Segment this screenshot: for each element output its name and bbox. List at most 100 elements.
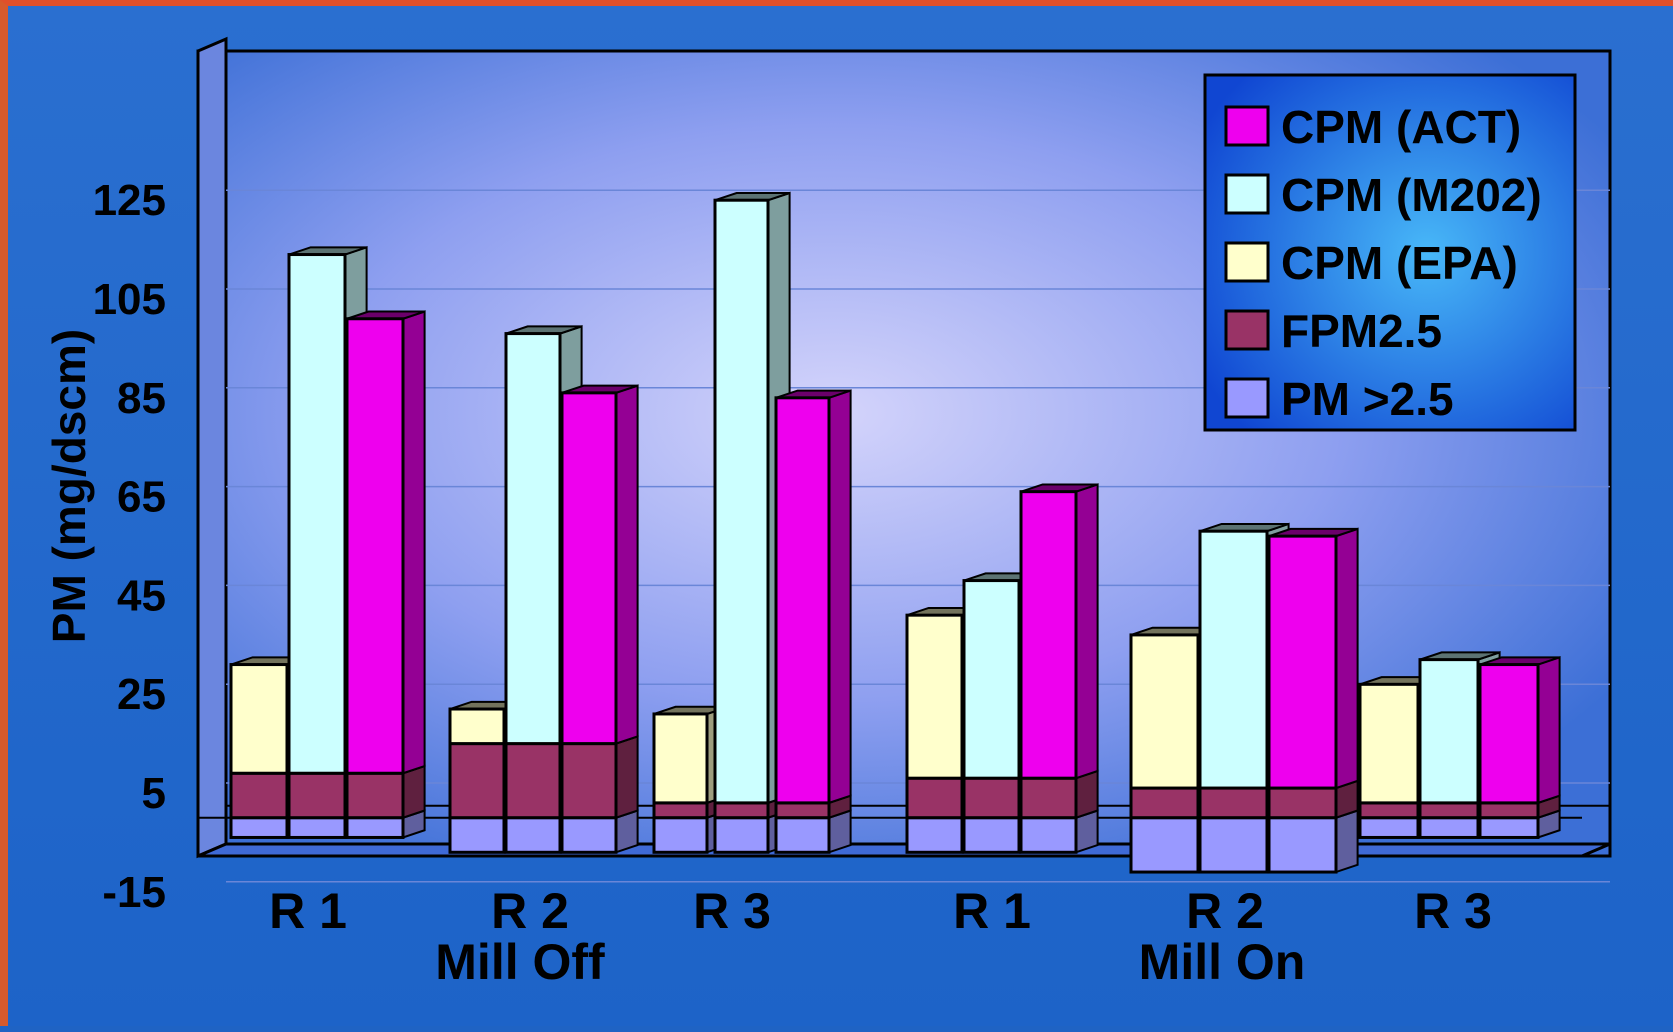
bar-cpm-act <box>1267 527 1359 790</box>
bar-cpm-m202-front <box>1418 658 1480 805</box>
x-run-label: R 1 <box>953 883 1031 939</box>
bar-cpm-act-front <box>345 317 405 775</box>
bar-fpm2-5-side <box>615 735 639 820</box>
x-run-label: R 3 <box>693 883 771 939</box>
bar-pm-gt-2-5-front <box>774 816 831 854</box>
bar-pm-gt-2-5 <box>1267 809 1359 874</box>
bar-fpm2-5-front <box>1478 801 1540 820</box>
bar-pm-gt-2-5-front <box>1478 816 1540 839</box>
y-axis-title: PM (mg/dscm) <box>43 329 95 643</box>
bar-pm-gt-2-5-front <box>905 816 964 854</box>
bar-pm-gt-2-5-front <box>1198 816 1269 874</box>
y-tick-label: -15 <box>102 868 166 917</box>
plot-floor <box>197 842 1611 858</box>
bar-cpm-epa <box>652 705 730 805</box>
bar-fpm2-5 <box>560 735 639 820</box>
bar-fpm2-5-front <box>287 771 347 820</box>
bar-cpm-act-front <box>774 396 831 805</box>
bar-cpm-act-side <box>615 384 639 745</box>
x-axis-labels: R 1 R 2 R 3 R 1 R 2 R 3 Mill Off Mill On <box>269 883 1492 990</box>
bar-fpm2-5-front <box>1019 776 1078 820</box>
bar-pm-gt-2-5-front <box>1267 816 1338 874</box>
bar-cpm-m202-front <box>713 198 770 805</box>
bar-pm-gt-2-5-front <box>652 816 709 854</box>
bar-pm-gt-2-5-side <box>1335 809 1359 874</box>
bar-cpm-act-side <box>1537 655 1561 805</box>
bar-pm-gt-2-5-front <box>229 816 289 839</box>
bar-fpm2-5-front <box>962 776 1021 820</box>
bar-cpm-epa-front <box>652 712 709 805</box>
bar-fpm2-5-front <box>713 801 770 820</box>
x-run-label: R 3 <box>1414 883 1492 939</box>
x-group-label: Mill Off <box>435 934 605 990</box>
legend-label: PM >2.5 <box>1281 373 1454 425</box>
bar-cpm-epa-front <box>905 613 964 780</box>
bar-fpm2-5-front <box>345 771 405 820</box>
legend-swatch <box>1224 241 1270 283</box>
y-tick-label: 65 <box>117 473 166 522</box>
legend-swatch <box>1224 377 1270 419</box>
bar-cpm-act-side <box>1335 527 1359 790</box>
bar-cpm-act <box>774 389 852 805</box>
run-cluster <box>229 245 426 839</box>
legend-swatch <box>1224 309 1270 351</box>
bar-fpm2-5-front <box>774 801 831 820</box>
y-tick-label: 85 <box>117 374 166 423</box>
y-tick-label: 45 <box>117 571 166 620</box>
bar-pm-gt-2-5-front <box>1129 816 1200 874</box>
bar-fpm2-5-front <box>1198 786 1269 820</box>
bar-fpm2-5-front <box>560 742 618 820</box>
bar-cpm-epa-front <box>229 663 289 775</box>
bar-pm-gt-2-5-front <box>448 816 506 854</box>
bar-pm-gt-2-5-front <box>1019 816 1078 854</box>
bar-pm-gt-2-5-front <box>1358 816 1420 839</box>
run-cluster <box>448 324 639 854</box>
bar-cpm-act <box>1019 483 1099 780</box>
bar-cpm-act-side <box>1075 483 1099 780</box>
bar-cpm-act-front <box>1478 663 1540 805</box>
bar-cpm-act-front <box>560 391 618 746</box>
legend-swatch <box>1224 105 1270 147</box>
bar-cpm-m202-front <box>962 579 1021 780</box>
bar-pm-gt-2-5-front <box>713 816 770 854</box>
bar-fpm2-5-front <box>1418 801 1480 820</box>
y-tick-label: 25 <box>117 670 166 719</box>
bar-pm-gt-2-5-front <box>345 816 405 839</box>
y-tick-label: 125 <box>93 176 166 225</box>
x-group-label: Mill On <box>1139 934 1306 990</box>
legend-label: FPM2.5 <box>1281 305 1442 357</box>
run-cluster <box>1358 651 1561 839</box>
bar-cpm-act-side <box>828 389 852 805</box>
run-cluster <box>1129 522 1359 874</box>
bar-cpm-act-front <box>1019 490 1078 780</box>
bar-cpm-m202-front <box>504 332 562 746</box>
run-cluster <box>905 483 1099 854</box>
bar-fpm2-5-front <box>905 776 964 820</box>
bar-pm-gt-2-5-front <box>504 816 562 854</box>
legend-swatch <box>1224 173 1270 215</box>
bar-cpm-epa-front <box>1129 633 1200 790</box>
bar-fpm2-5-front <box>652 801 709 820</box>
bar-cpm-epa-front <box>1358 682 1420 805</box>
bar-cpm-act <box>345 310 426 775</box>
legend: CPM (ACT) CPM (M202) CPM (EPA) FPM2.5 PM >2.… <box>1203 73 1577 432</box>
bar-pm-gt-2-5-front <box>962 816 1021 854</box>
legend-label: CPM (M202) <box>1281 169 1542 221</box>
x-run-label: R 2 <box>1186 883 1264 939</box>
bar-pm-gt-2-5-front <box>1418 816 1480 839</box>
bar-fpm2-5-front <box>504 742 562 820</box>
y-tick-label: 5 <box>142 769 166 818</box>
x-run-label: R 2 <box>491 883 569 939</box>
bar-cpm-act <box>1478 655 1561 805</box>
bar-pm-gt-2-5-front <box>560 816 618 854</box>
bar-cpm-m202-front <box>287 253 347 775</box>
bar-fpm2-5-front <box>1358 801 1420 820</box>
y-axis-ticks: -15 5 25 45 65 85 105 125 <box>93 176 166 917</box>
bar-cpm-act <box>560 384 639 746</box>
bar-pm-gt-2-5-front <box>287 816 347 839</box>
legend-label: CPM (EPA) <box>1281 237 1518 289</box>
bar-cpm-act-side <box>402 310 426 775</box>
y-tick-label: 105 <box>93 275 166 324</box>
bar-fpm2-5-side <box>402 764 426 820</box>
